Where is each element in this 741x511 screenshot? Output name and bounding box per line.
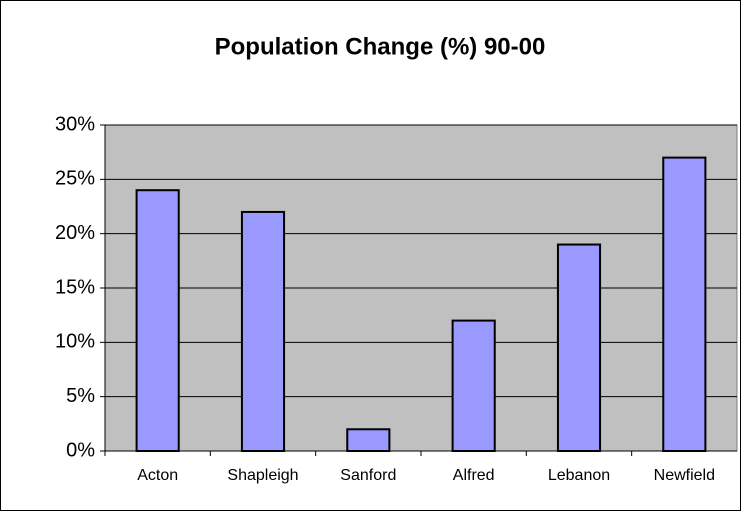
bar [662,156,707,452]
y-tick-label: 30% [55,113,95,135]
y-tick-label: 20% [55,222,95,244]
x-tick-label: Shapleigh [227,467,298,484]
y-tick-label: 25% [55,168,95,190]
x-tick-label: Newfield [654,467,715,484]
x-tick-label: Sanford [340,467,396,484]
bar [240,210,286,452]
bar [556,243,602,452]
y-tick-label: 15% [55,276,95,298]
bar [451,319,496,452]
bar [346,428,391,452]
x-tick-label: Alfred [453,467,495,484]
x-tick-label: Lebanon [548,467,610,484]
y-tick-label: 10% [55,331,95,353]
y-tick-label: 0% [66,439,95,461]
chart-title: Population Change (%) 90-00 [215,33,546,60]
y-tick-label: 5% [66,385,95,407]
x-tick-label: Acton [137,467,178,484]
bar [135,189,180,452]
